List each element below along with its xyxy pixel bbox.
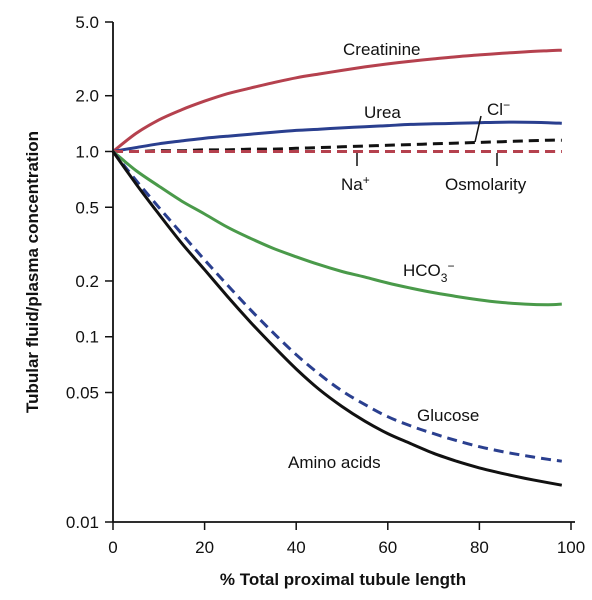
series-line-hco3: [112, 150, 562, 307]
hco3-superscript: −: [447, 259, 454, 273]
y-tick-label: 1.0: [75, 142, 99, 161]
x-axis-label: % Total proximal tubule length: [220, 570, 466, 589]
series-line-creatinine: [112, 48, 562, 153]
y-axis-label: Tubular fluid/plasma concentration: [23, 131, 42, 413]
osmolarity-label: Osmolarity: [445, 175, 527, 194]
cl-text: Cl: [487, 100, 503, 119]
glucose-label: Glucose: [417, 406, 479, 425]
series-line-glucose: [111, 150, 562, 463]
x-tick-label: 0: [108, 538, 117, 557]
y-tick-label: 0.05: [66, 384, 99, 403]
x-tick-label: 40: [287, 538, 306, 557]
plot-lines: [111, 48, 563, 487]
creatinine-label: Creatinine: [343, 40, 421, 59]
hco3-subscript: 3: [441, 271, 448, 285]
urea-label: Urea: [364, 103, 401, 122]
cl-superscript: −: [503, 98, 510, 112]
y-tick-label: 2.0: [75, 87, 99, 106]
y-tick-label: 5.0: [75, 13, 99, 32]
cl-leader: [474, 115, 482, 143]
series-line-cl: [112, 138, 562, 154]
axes: [112, 22, 575, 523]
hco3-text: HCO: [403, 261, 441, 280]
x-tick-label: 100: [557, 538, 585, 557]
na-label: Na+: [341, 173, 370, 194]
y-tick-label: 0.1: [75, 328, 99, 347]
x-tick-label: 80: [470, 538, 489, 557]
ticks: 0 20 40 60 80 100 5.0 2.0 1.0 0.5 0.2 0.1 0.05 0.01: [66, 13, 585, 557]
cl-label: Cl−: [487, 98, 510, 119]
na-text: Na: [341, 175, 363, 194]
y-tick-label: 0.01: [66, 513, 99, 532]
na-superscript: +: [363, 173, 370, 187]
y-tick-label: 0.5: [75, 198, 99, 217]
x-tick-label: 60: [378, 538, 397, 557]
y-tick-label: 0.2: [75, 272, 99, 291]
series-line-amino-acids: [111, 150, 563, 487]
series-line-urea: [112, 120, 562, 153]
amino-acids-label: Amino acids: [288, 453, 381, 472]
x-tick-label: 20: [195, 538, 214, 557]
hco3-label: HCO3−: [403, 259, 454, 285]
